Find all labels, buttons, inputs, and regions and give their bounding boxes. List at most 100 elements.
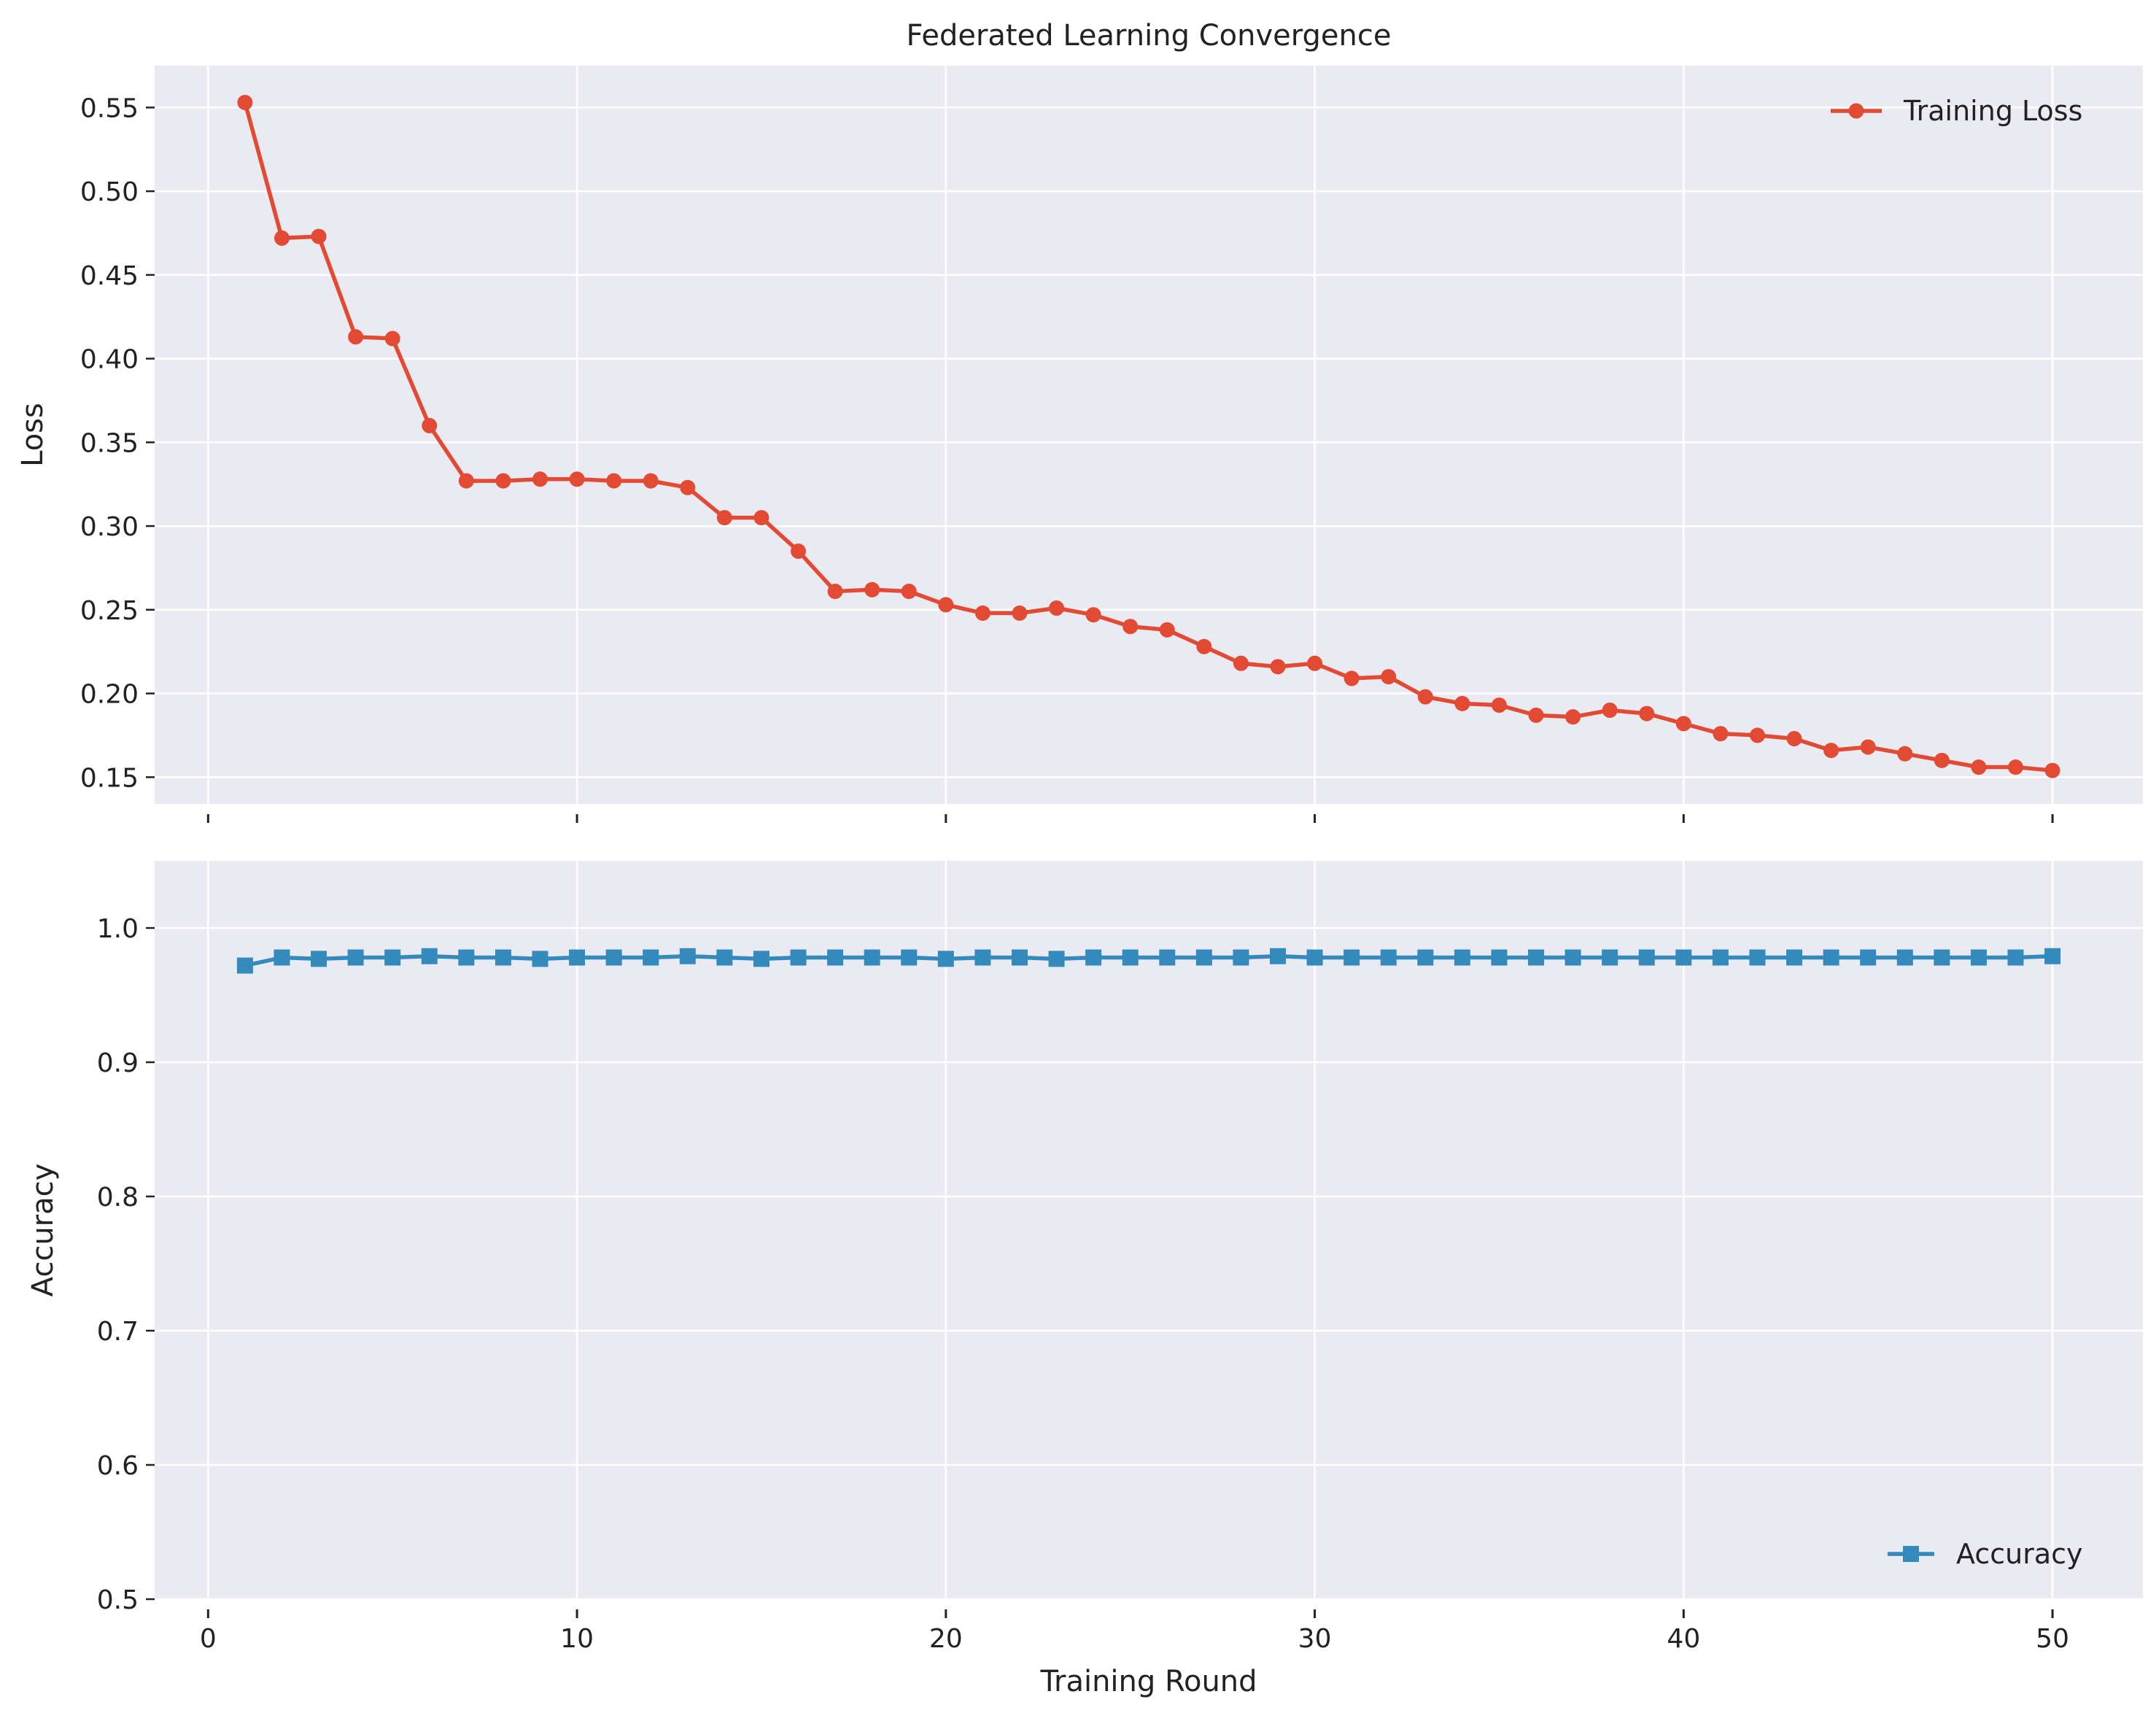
data-point bbox=[2008, 759, 2024, 776]
y-tick-label: 0.55 bbox=[80, 93, 139, 123]
data-point bbox=[1749, 727, 1765, 743]
data-point bbox=[791, 543, 807, 559]
data-point bbox=[1381, 669, 1397, 685]
x-tick-label: 50 bbox=[2036, 1624, 2069, 1654]
data-point bbox=[1528, 949, 1545, 966]
data-point bbox=[1786, 949, 1803, 966]
data-point bbox=[569, 949, 586, 966]
data-point bbox=[680, 479, 696, 495]
data-point bbox=[274, 949, 290, 966]
data-point bbox=[1971, 759, 1987, 776]
data-point bbox=[495, 949, 511, 966]
accuracy-series bbox=[236, 948, 2061, 974]
data-point bbox=[1860, 949, 1877, 966]
data-point bbox=[347, 949, 364, 966]
loss-panel: 0.15 0.20 0.25 0.30 0.35 0.40 0.45 0.50 0.55 Fed… bbox=[16, 19, 2143, 823]
data-point bbox=[421, 948, 438, 964]
data-point bbox=[1195, 949, 1212, 966]
data-point bbox=[1934, 752, 1950, 768]
y-tick-label: 0.8 bbox=[97, 1183, 139, 1213]
x-tick-label: 10 bbox=[560, 1624, 594, 1654]
legend-marker-training-loss bbox=[1848, 103, 1864, 119]
y-tick-label: 0.7 bbox=[97, 1317, 139, 1347]
accuracy-legend: Accuracy bbox=[1888, 1538, 2083, 1570]
loss-legend: Training Loss bbox=[1831, 95, 2082, 127]
data-point bbox=[1011, 949, 1028, 966]
data-point bbox=[864, 949, 880, 966]
y-tick-label: 0.40 bbox=[80, 345, 139, 375]
data-point bbox=[458, 949, 475, 966]
data-point bbox=[1380, 949, 1397, 966]
data-point bbox=[1454, 695, 1470, 711]
y-tick-label: 0.6 bbox=[97, 1451, 139, 1481]
data-point bbox=[790, 949, 807, 966]
accuracy-y-axis-label: Accuracy bbox=[26, 1164, 60, 1297]
data-point bbox=[716, 510, 732, 526]
data-point bbox=[1565, 709, 1581, 725]
data-point bbox=[901, 584, 917, 600]
data-point bbox=[716, 949, 733, 966]
data-point bbox=[1675, 949, 1692, 966]
data-point bbox=[864, 581, 880, 597]
data-point bbox=[384, 330, 400, 347]
data-point bbox=[753, 510, 769, 526]
data-point bbox=[1306, 949, 1323, 966]
data-point bbox=[1638, 949, 1655, 966]
accuracy-plot-background bbox=[155, 861, 2143, 1599]
data-point bbox=[827, 949, 844, 966]
loss-plot-background bbox=[155, 66, 2143, 804]
data-point bbox=[422, 417, 438, 433]
data-point bbox=[1528, 707, 1544, 723]
data-point bbox=[1085, 949, 1102, 966]
data-point bbox=[237, 94, 253, 110]
data-point bbox=[1085, 607, 1101, 623]
data-point bbox=[937, 951, 954, 967]
data-point bbox=[1417, 689, 1433, 705]
data-point bbox=[753, 951, 769, 967]
data-point bbox=[384, 949, 401, 966]
data-point bbox=[1934, 949, 1950, 966]
data-point bbox=[1343, 949, 1360, 966]
y-tick-label: 0.25 bbox=[80, 596, 139, 626]
accuracy-panel: 0.5 0.6 0.7 0.8 0.9 1.0 0 10 20 30 40 50 Training … bbox=[26, 861, 2143, 1698]
legend-marker-accuracy bbox=[1903, 1546, 1919, 1562]
data-point bbox=[643, 473, 659, 489]
data-point bbox=[1786, 731, 1802, 747]
x-tick-label: 40 bbox=[1667, 1624, 1700, 1654]
legend-label-training-loss: Training Loss bbox=[1903, 95, 2082, 127]
data-point bbox=[1675, 716, 1691, 732]
accuracy-y-ticks: 0.5 0.6 0.7 0.8 0.9 1.0 bbox=[97, 914, 155, 1615]
x-axis-label: Training Round bbox=[1039, 1665, 1257, 1698]
data-point bbox=[827, 584, 843, 600]
x-tick-label: 20 bbox=[929, 1624, 963, 1654]
y-tick-label: 0.35 bbox=[80, 428, 139, 458]
y-tick-label: 0.9 bbox=[97, 1048, 139, 1078]
data-point bbox=[1564, 949, 1581, 966]
data-point bbox=[1749, 949, 1766, 966]
y-tick-label: 0.20 bbox=[80, 680, 139, 710]
data-point bbox=[495, 473, 511, 489]
data-point bbox=[532, 951, 548, 967]
data-point bbox=[1491, 949, 1508, 966]
data-point bbox=[1159, 622, 1175, 638]
data-point bbox=[1896, 949, 1913, 966]
y-tick-label: 0.5 bbox=[97, 1585, 139, 1615]
data-point bbox=[901, 949, 918, 966]
data-point bbox=[1122, 949, 1139, 966]
y-tick-label: 1.0 bbox=[97, 914, 139, 944]
loss-y-ticks: 0.15 0.20 0.25 0.30 0.35 0.40 0.45 0.50 0.55 bbox=[80, 93, 155, 793]
loss-gridlines bbox=[155, 66, 2143, 804]
data-point bbox=[605, 949, 622, 966]
accuracy-gridlines bbox=[155, 861, 2143, 1601]
data-point bbox=[1270, 659, 1286, 675]
data-point bbox=[1823, 949, 1839, 966]
data-point bbox=[1970, 949, 1987, 966]
data-point bbox=[1048, 951, 1065, 967]
data-point bbox=[1491, 697, 1507, 713]
data-point bbox=[938, 597, 954, 613]
x-tick-label: 0 bbox=[200, 1624, 217, 1654]
data-point bbox=[1897, 746, 1913, 762]
data-point bbox=[569, 471, 585, 487]
loss-series bbox=[237, 94, 2060, 778]
